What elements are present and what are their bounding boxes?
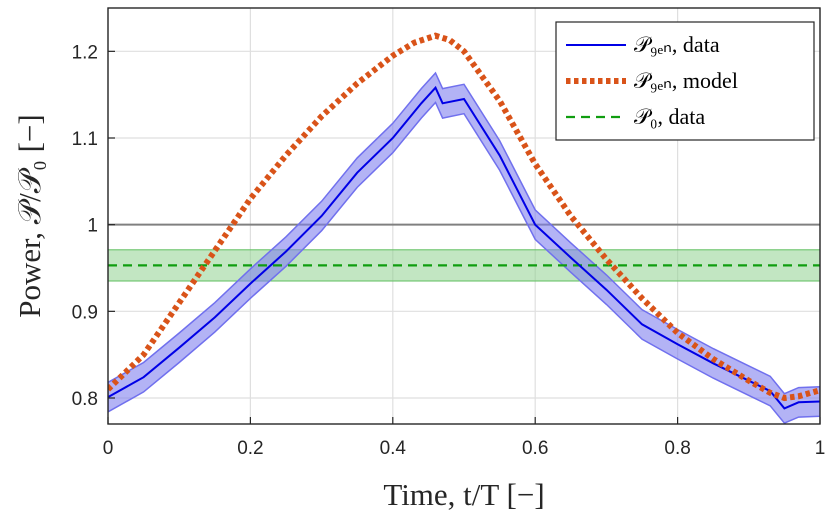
x-axis-title: Time, t/T [−] bbox=[383, 477, 544, 512]
plot-area bbox=[108, 32, 820, 424]
x-tick-label-2: 0.4 bbox=[380, 438, 407, 459]
y-axis-title: Power, 𝒫/𝒫₀ [−] bbox=[12, 114, 47, 317]
y-tick-label-1: 0.9 bbox=[72, 302, 98, 323]
y-tick-label-0: 0.8 bbox=[72, 389, 98, 410]
p-gen-model-line bbox=[108, 32, 820, 402]
y-tick-label-4: 1.2 bbox=[72, 42, 98, 63]
x-tick-label-5: 1 bbox=[815, 438, 826, 459]
x-tick-label-3: 0.6 bbox=[522, 438, 548, 459]
p-gen-data-band bbox=[108, 71, 820, 424]
legend-label-1: 𝒫₉ₑₙ, model bbox=[634, 68, 738, 93]
legend-label-2: 𝒫₀, data bbox=[634, 104, 705, 129]
y-tick-label-3: 1.1 bbox=[72, 129, 98, 150]
x-tick-label-1: 0.2 bbox=[237, 438, 263, 459]
x-tick-label-4: 0.8 bbox=[664, 438, 690, 459]
y-tick-label-2: 1 bbox=[87, 216, 98, 237]
axes-box bbox=[107, 7, 821, 425]
x-tick-label-0: 0 bbox=[103, 438, 114, 459]
legend-label-0: 𝒫₉ₑₙ, data bbox=[634, 32, 720, 57]
